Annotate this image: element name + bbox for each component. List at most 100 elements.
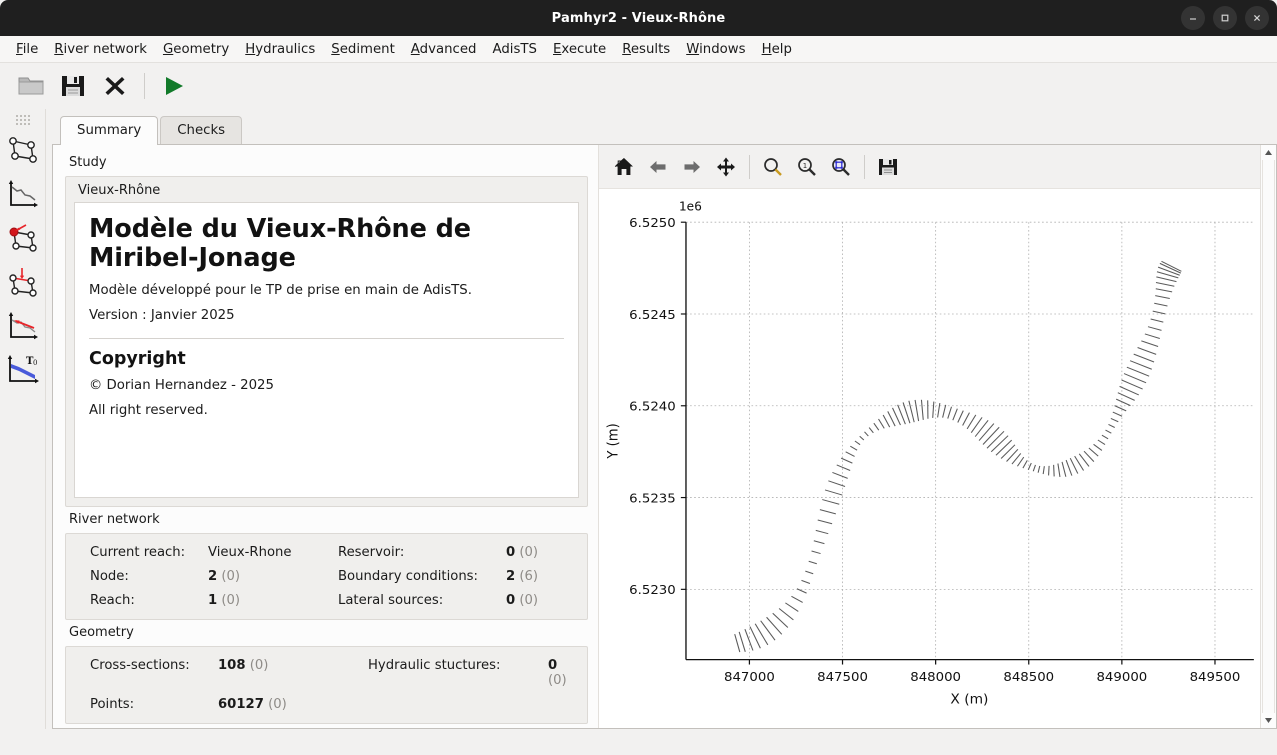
cross-section-line [1126,366,1150,377]
study-description-card: Modèle du Vieux-Rhône de Miribel-Jonage … [74,202,579,498]
cross-section-line [1133,353,1155,363]
cross-sections-value: 108 (0) [218,658,368,688]
svg-text:847500: 847500 [817,670,868,685]
menu-river-network[interactable]: River network [54,41,147,57]
river-network-figure: 1e6 [599,189,1260,728]
y-axis-ticks: 6.5250 6.5245 6.5240 6.5235 6.5230 [629,216,686,598]
status-bar [0,729,1277,755]
network-nodes-icon[interactable] [3,129,43,173]
cross-section-line [1074,455,1085,471]
network-node-selected-icon[interactable] [3,217,43,261]
maximize-button[interactable] [1213,6,1237,30]
cross-section-line [1108,423,1115,428]
close-x-icon[interactable] [96,67,134,105]
menu-adists[interactable]: AdisTS [492,41,538,57]
cross-section-line [1117,392,1135,401]
sediment-layer-icon[interactable]: T 0 [3,349,43,393]
tab-summary[interactable]: Summary [60,116,159,145]
menu-file[interactable]: File [16,41,39,57]
cross-section-line [1155,295,1170,299]
menu-geometry[interactable]: Geometry [162,41,230,57]
network-edge-selected-icon[interactable] [3,261,43,305]
toolbar-separator [144,73,145,99]
svg-text:6.5240: 6.5240 [629,400,676,415]
node-secondary: (0) [221,569,241,584]
cross-section-line [1027,462,1032,470]
svg-text:6.5250: 6.5250 [629,216,676,231]
minimize-button[interactable] [1181,6,1205,30]
cross-section-line [1155,282,1175,287]
cross-section-line [1147,326,1162,331]
geometry-group-title: Geometry [69,625,134,640]
cross-section-line [1156,271,1179,279]
cross-section-line [817,519,833,525]
plot-toolbar-separator [749,154,750,179]
scroll-down-arrow[interactable] [1261,713,1277,728]
zoom-one-icon[interactable]: 1 [790,150,824,184]
vertical-scrollbar[interactable] [1260,145,1276,728]
cross-section-line [1150,318,1164,323]
cross-section-line [887,411,896,427]
plot-canvas[interactable]: 1e6 [599,189,1260,728]
cross-section-line [1114,405,1127,412]
summary-tab-panel: Study Vieux-Rhône Modèle du Vieux-Rhône … [52,144,1277,729]
zoom-search-icon[interactable] [756,150,790,184]
cross-section-line [778,608,794,621]
reservoir-label: Reservoir: [338,545,405,560]
save-icon[interactable] [54,67,92,105]
cross-section-line [864,431,869,437]
menu-help[interactable]: Help [761,41,792,57]
x-axis-label: X (m) [950,692,988,708]
cross-section-line [854,440,861,446]
svg-text:849000: 849000 [1096,670,1147,685]
back-arrow-icon[interactable] [641,150,675,184]
menu-bar: File River network Geometry Hydraulics S… [0,36,1277,63]
cross-section-line [832,471,848,479]
cross-section-line [1154,302,1168,307]
home-icon[interactable] [607,150,641,184]
cross-section-line [1105,429,1112,434]
forward-arrow-icon[interactable] [675,150,709,184]
close-button[interactable] [1245,6,1269,30]
profile-curve-selected-icon[interactable] [3,305,43,349]
cross-section-line [1016,456,1025,467]
study-description: Modèle développé pour le TP de prise en … [89,282,472,298]
pan-move-icon[interactable] [709,150,743,184]
rail-drag-handle[interactable] [15,115,31,125]
menu-hydraulics[interactable]: Hydraulics [245,41,316,57]
cross-section-line [1137,347,1157,355]
points-secondary: (0) [268,697,287,712]
profile-curve-icon[interactable] [3,173,43,217]
copyright-heading: Copyright [89,349,186,370]
cross-section-line [966,414,977,430]
cross-section-line [868,427,874,434]
scroll-track[interactable] [1262,160,1275,713]
save-figure-icon[interactable] [871,150,905,184]
cross-section-line [914,399,920,422]
cross-section-line [772,612,789,628]
open-folder-icon[interactable] [12,67,50,105]
cross-section-line [986,430,1005,449]
menu-advanced[interactable]: Advanced [410,41,477,57]
node-value: 2 (0) [208,569,338,584]
menu-execute[interactable]: Execute [553,41,607,57]
svg-text:6.5235: 6.5235 [629,492,676,507]
tab-checks[interactable]: Checks [160,116,243,144]
cross-section-line [1097,439,1106,446]
cross-section-line [815,529,829,535]
reach-label: Reach: [90,593,135,608]
menu-windows[interactable]: Windows [686,41,746,57]
cross-section-line [970,417,983,433]
zoom-rect-icon[interactable] [824,150,858,184]
scroll-up-arrow[interactable] [1261,145,1277,160]
menu-results[interactable]: Results [622,41,671,57]
menu-sediment[interactable]: Sediment [331,41,395,57]
points-value: 60127 (0) [218,697,368,712]
lateral-sources-count: 0 [506,593,516,608]
run-play-icon[interactable] [155,67,193,105]
copyright-line: © Dorian Hernandez - 2025 [89,378,274,394]
study-subtitle: Vieux-Rhône [78,183,161,198]
reach-value: 1 (0) [208,593,338,608]
body-area: T 0 Summary Checks Study Vieux-Rhône [0,109,1277,729]
